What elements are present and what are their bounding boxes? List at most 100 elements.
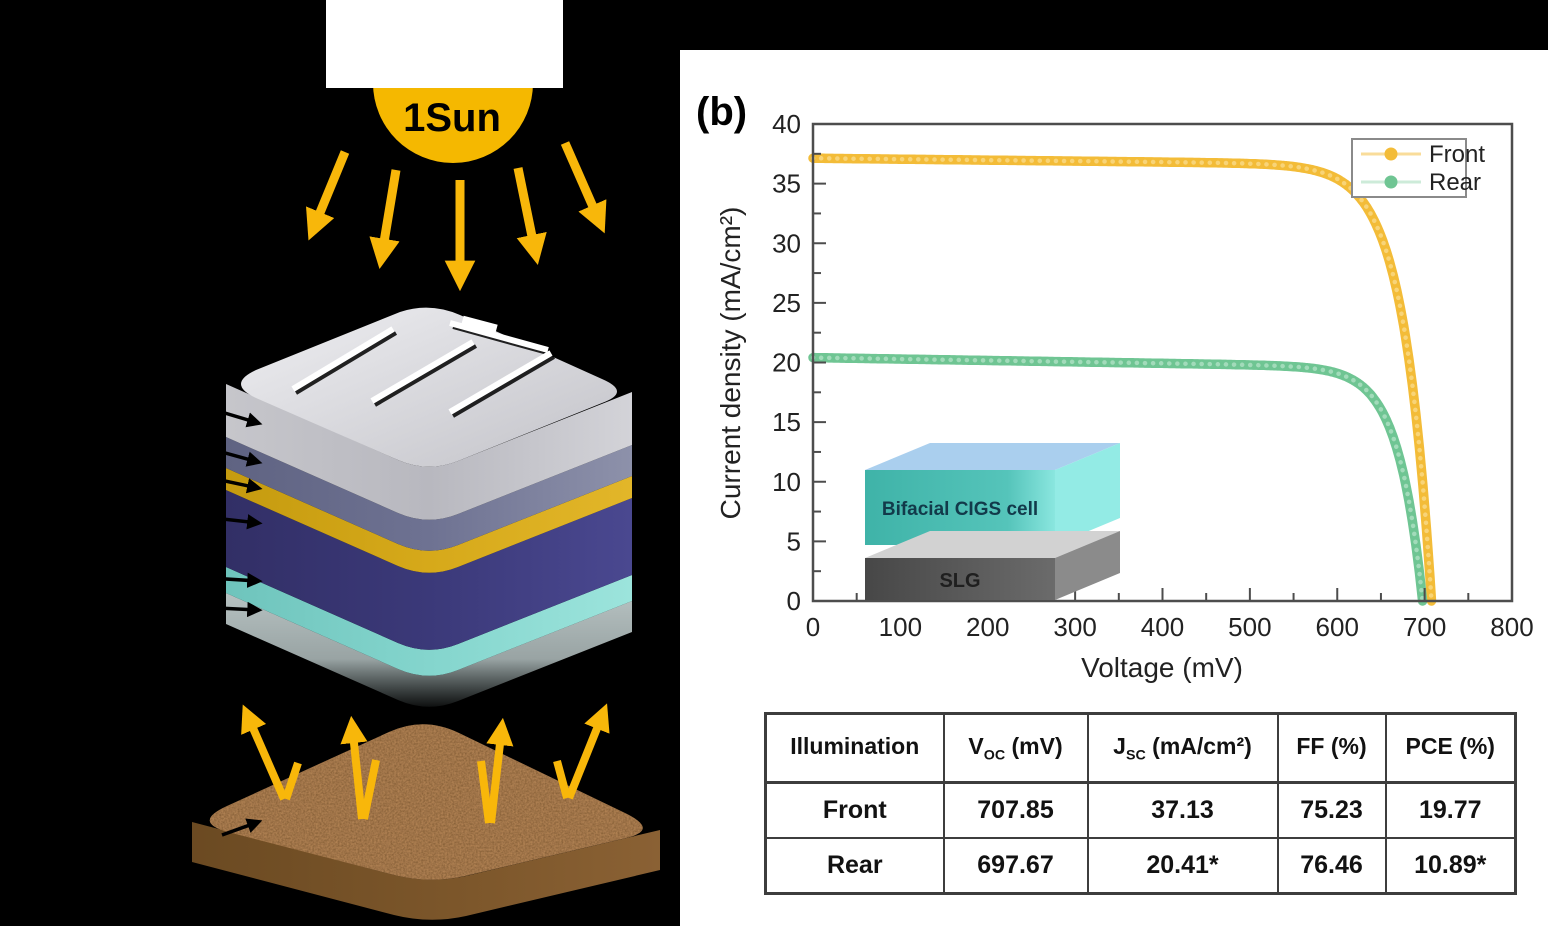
svg-text:15: 15 [772, 407, 801, 437]
svg-text:40: 40 [772, 109, 801, 139]
x-axis-label: Voltage (mV) [1081, 652, 1243, 683]
inset-cell-right [1055, 443, 1120, 545]
inset-cell-label: Bifacial CIGS cell [882, 499, 1038, 520]
layer-band-4 [226, 490, 632, 650]
sun-ray-icon [369, 169, 401, 270]
inset-slg-right [1055, 531, 1120, 600]
inset-slg-top [865, 531, 1120, 558]
reflected-ray [565, 703, 610, 800]
reflected-ray [241, 704, 288, 801]
inset-cell-top [865, 443, 1120, 470]
reflected-ray [486, 717, 514, 824]
sun-label: 1Sun [403, 96, 501, 140]
substrate-top [209, 724, 643, 880]
inset-slg-front [865, 558, 1055, 600]
y-axis-label: Current density (mA/cm²) [715, 207, 746, 520]
col-header-voc: VOC (mV) [942, 712, 1089, 784]
legend-rear-label: Rear [1429, 169, 1481, 196]
sun-ray-icon [513, 167, 547, 265]
svg-text:35: 35 [772, 169, 801, 199]
sun-ray-icon [560, 141, 607, 234]
legend-front-label: Front [1429, 141, 1485, 168]
cell-pce: 10.89* [1384, 837, 1517, 895]
sun-rays [306, 141, 607, 292]
reflective-substrate [192, 724, 660, 920]
reflected-ray [340, 715, 368, 820]
col-header-ff: FF (%) [1276, 712, 1387, 784]
svg-text:10: 10 [772, 467, 801, 497]
svg-text:20: 20 [772, 348, 801, 378]
layer-arrow-5 [177, 572, 263, 589]
layer-band-2 [226, 437, 632, 551]
panel-b-label: (b) [696, 90, 748, 134]
legend-rear-marker-icon [1384, 175, 1398, 189]
svg-text:100: 100 [879, 612, 922, 642]
layer-arrow-4 [177, 512, 263, 530]
incident-ray [360, 759, 380, 820]
svg-text:500: 500 [1228, 612, 1271, 642]
inset-device-sketch: Bifacial CIGS cell SLG [865, 443, 1120, 600]
axis-tick-labels: 0 100 200 300 400 500 600 700 800 0 5 10 15 20 25 30 35 4… [772, 109, 1534, 642]
layer-arrow-2 [177, 438, 263, 467]
jv-curves [808, 153, 1437, 606]
inset-slg-label: SLG [939, 570, 980, 592]
cell-voc: 697.67 [942, 837, 1089, 895]
svg-text:0: 0 [806, 612, 820, 642]
jv-curve-rear-markers [810, 355, 1425, 604]
svg-text:30: 30 [772, 228, 801, 258]
cell-jsc: 37.13 [1086, 781, 1279, 839]
svg-text:800: 800 [1490, 612, 1533, 642]
svg-text:0: 0 [787, 586, 801, 616]
layer-band-6 [226, 593, 632, 707]
svg-text:5: 5 [787, 526, 801, 556]
cell-jsc: 20.41* [1086, 837, 1279, 895]
cell-pce: 19.77 [1384, 781, 1517, 839]
cell-ff: 75.23 [1276, 781, 1387, 839]
front-grid [291, 315, 556, 418]
white-cutout-rect [326, 0, 563, 88]
device-schematic: 1Sun [177, 0, 660, 920]
results-table: Illumination VOC (mV) JSC (mA/cm²) FF (%… [764, 712, 1517, 895]
substrate-arrow [221, 818, 263, 837]
sun-ray-icon [306, 150, 350, 241]
legend-box [1351, 138, 1467, 198]
col-header-pce: PCE (%) [1384, 712, 1517, 784]
substrate-side [192, 822, 660, 920]
table-header-row: Illumination VOC (mV) JSC (mA/cm²) FF (%… [764, 712, 1517, 784]
panel-b: (b) 0 100 200 300 400 500 600 700 800 0 5 10 15 20 25 3… [680, 50, 1548, 926]
col-header-illumination: Illumination [764, 712, 945, 784]
col-header-jsc: JSC (mA/cm²) [1086, 712, 1279, 784]
jv-chart: 0 100 200 300 400 500 600 700 800 0 5 10 15 20 25 30 35 4… [715, 109, 1534, 683]
cell-voc: 707.85 [942, 781, 1089, 839]
svg-text:300: 300 [1053, 612, 1096, 642]
plot-frame [811, 122, 1514, 603]
svg-text:200: 200 [966, 612, 1009, 642]
cell-illumination: Front [764, 781, 945, 839]
incident-ray [553, 759, 571, 800]
contact-pad [460, 315, 498, 338]
legend-front-marker-icon [1384, 147, 1398, 161]
cell-ff: 76.46 [1276, 837, 1387, 895]
cell-illumination: Rear [764, 837, 945, 895]
table-row: Rear 697.67 20.41* 76.46 10.89* [764, 837, 1517, 895]
incident-ray [477, 760, 493, 824]
layer-arrow-1 [177, 397, 263, 428]
device-stack [226, 307, 632, 707]
grid-finger [291, 326, 395, 392]
reflection-arrows [241, 703, 610, 824]
jv-curve-front-markers [810, 155, 1434, 604]
table-row: Front 707.85 37.13 75.23 19.77 [764, 781, 1517, 839]
layer-arrows [177, 397, 263, 618]
svg-text:400: 400 [1141, 612, 1184, 642]
legend: Front Rear [1351, 138, 1485, 198]
layer-arrow-3 [177, 469, 263, 494]
layer-arrow-6 [177, 601, 263, 618]
grid-finger [448, 350, 553, 415]
svg-text:25: 25 [772, 288, 801, 318]
incident-ray [282, 761, 302, 801]
layer-band-3 [226, 468, 632, 573]
grid-finger [370, 339, 475, 404]
layer-band-1 [226, 384, 632, 520]
results-table-wrap: Illumination VOC (mV) JSC (mA/cm²) FF (%… [764, 712, 1517, 895]
